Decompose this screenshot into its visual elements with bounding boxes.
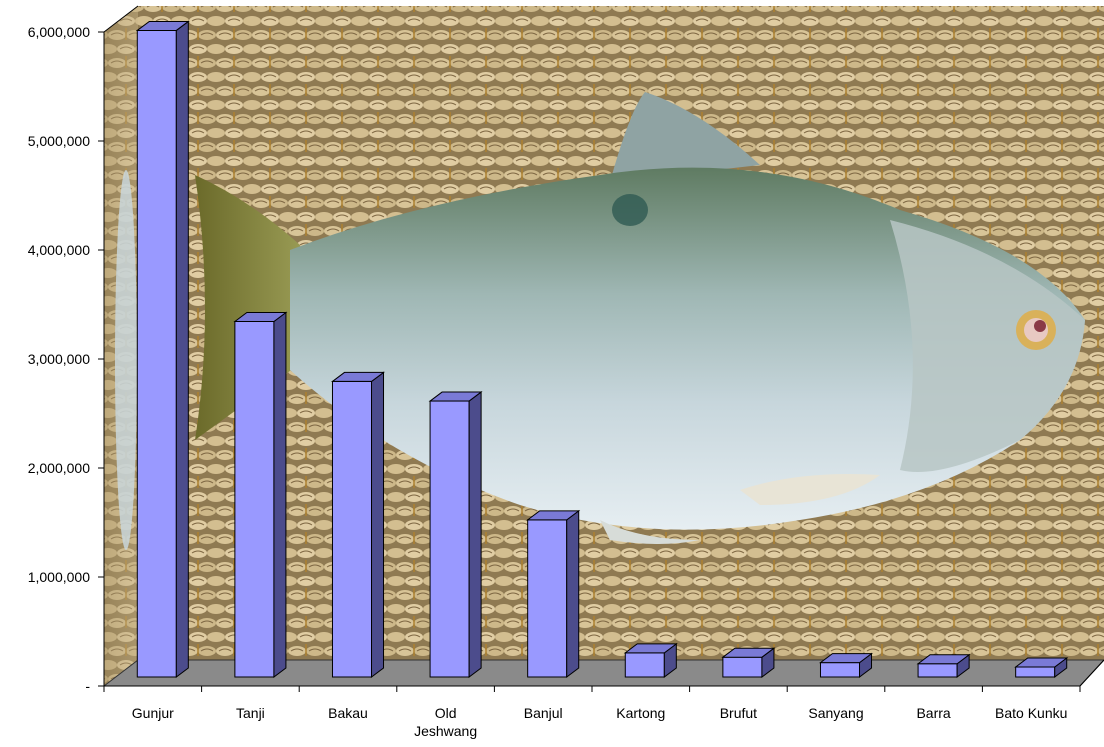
bar-side (273, 311, 287, 678)
x-tick-label: Bato Kunku (995, 705, 1067, 721)
bar-old-jeshwang (428, 391, 483, 678)
bar-side (468, 391, 482, 678)
bar-top (916, 654, 971, 665)
bar-tanji (233, 311, 288, 678)
bar-front (917, 663, 958, 678)
y-tick-label: 2,000,000 (28, 460, 90, 476)
bar-top (233, 311, 288, 322)
fish-spot (612, 194, 648, 226)
bar-side (566, 509, 580, 678)
bar-gunjur (135, 20, 190, 678)
bar-top (428, 391, 483, 402)
bar-front (1015, 666, 1056, 678)
bar-front (136, 29, 177, 678)
x-tick-label: Gunjur (132, 705, 174, 721)
x-tick-label: Tanji (236, 705, 265, 721)
fish-head (890, 220, 1085, 472)
x-tick-label: Bakau (328, 705, 368, 721)
box-floor-edge (1079, 659, 1104, 687)
background-photo (138, 6, 1104, 660)
bar-side (175, 20, 189, 678)
x-tick-label: Sanyang (808, 705, 863, 721)
x-tick-label: Old Jeshwang (414, 705, 477, 739)
bar-front (624, 652, 665, 678)
bar-barra (916, 653, 971, 678)
fish-body (290, 167, 1085, 530)
bar-banjul (526, 509, 581, 678)
bar-front (331, 380, 373, 678)
bar-top (330, 371, 386, 382)
x-tick-label: Barra (916, 705, 950, 721)
bar-brufut (721, 647, 776, 678)
bar-top (135, 20, 190, 31)
x-tick-label: Brufut (720, 705, 757, 721)
bar-kartong (623, 642, 678, 678)
bar-front (234, 320, 275, 678)
y-tick-label: 3,000,000 (28, 351, 90, 367)
bar-sanyang (818, 652, 874, 678)
bar-top (623, 643, 678, 654)
y-tick-label: 4,000,000 (28, 242, 90, 258)
bar-front (429, 400, 470, 678)
bar-bakau (330, 371, 386, 678)
box-top-edge (103, 5, 139, 33)
bar-front (722, 656, 763, 678)
bar-top (721, 647, 776, 658)
bar-front (819, 662, 861, 678)
y-tick-label: - (85, 678, 90, 694)
bar-bato-kunku (1014, 657, 1069, 678)
fish-dorsal-fin (610, 92, 760, 182)
bars (135, 20, 1069, 678)
bar-top (818, 653, 874, 664)
fish-belly-fin (600, 520, 700, 544)
bar-front (527, 519, 568, 678)
x-tick-label: Banjul (524, 705, 563, 721)
y-axis: - 1,000,000 2,000,000 3,000,000 4,000,000 5,0… (28, 24, 104, 694)
bar-side (371, 371, 385, 678)
y-tick-label: 6,000,000 (28, 24, 90, 40)
bar-top (1014, 657, 1069, 668)
y-tick-label: 5,000,000 (28, 133, 90, 149)
fish-pectoral-fin (740, 474, 880, 505)
x-axis: Gunjur Tanji Bakau Old Jeshwang Banjul Kartong… (103, 686, 1081, 739)
x-tick-label: Kartong (616, 705, 665, 721)
bar-top (526, 510, 581, 521)
fish-reflection (115, 170, 137, 550)
y-tick-label: 1,000,000 (28, 569, 90, 585)
